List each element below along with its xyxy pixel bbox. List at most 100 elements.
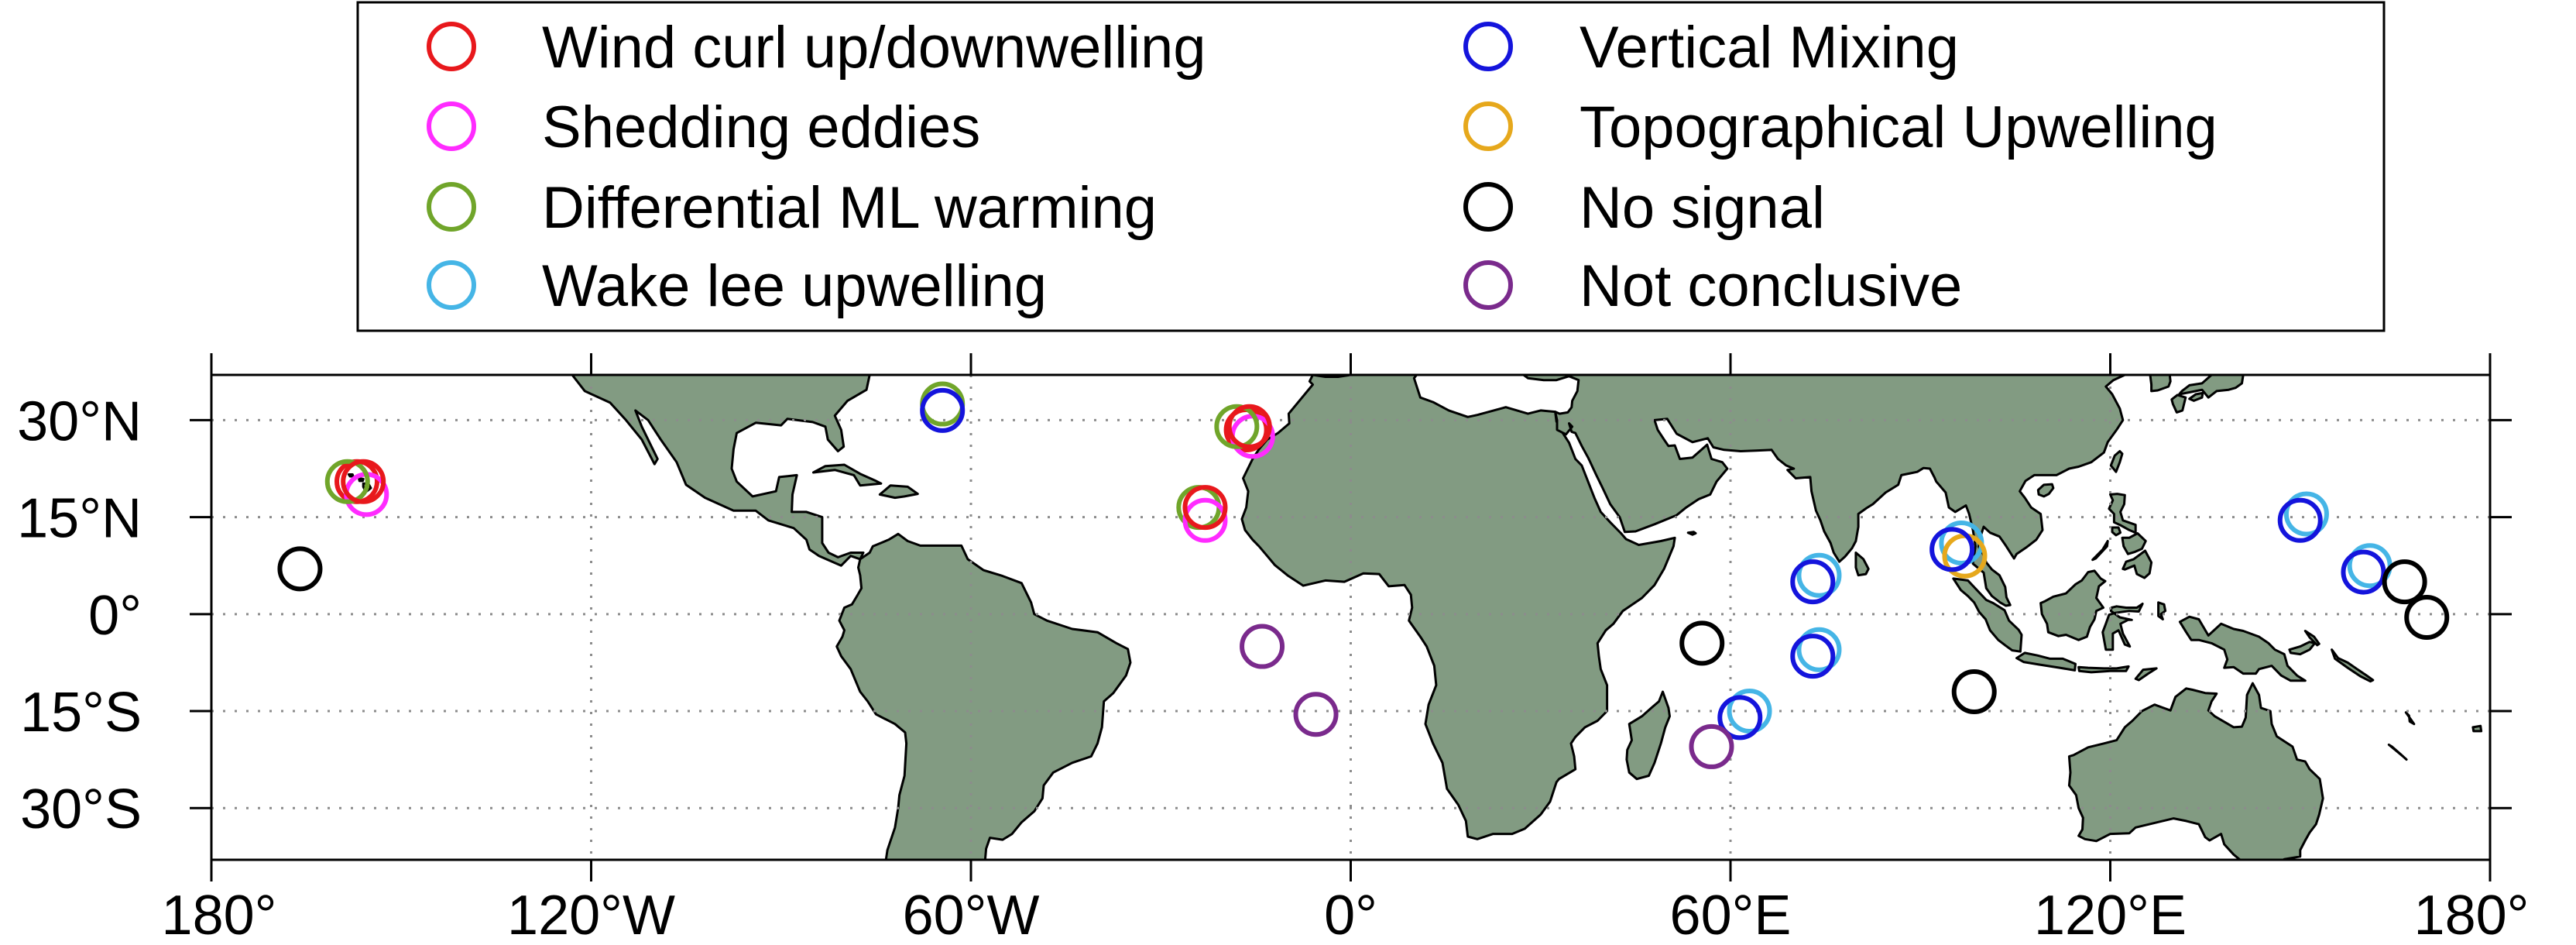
- site-marker: [1214, 404, 1260, 449]
- land-masses: [347, 375, 2483, 860]
- x-tick-label: 180°: [2414, 885, 2530, 945]
- x-tick-label: 120°W: [507, 885, 675, 945]
- site-marker: [1796, 627, 1842, 672]
- x-tick-label: 0°: [1324, 885, 1377, 945]
- site-marker: [2382, 559, 2427, 605]
- land-cuba: [811, 463, 883, 487]
- y-tick-label: 30°S: [20, 778, 142, 840]
- land-kyushu: [2170, 393, 2187, 414]
- legend-marker-icon: [427, 101, 476, 151]
- legend-entry: Not conclusive: [1463, 253, 1962, 319]
- land-solomons: [2331, 648, 2375, 683]
- site-marker: [1689, 723, 1734, 769]
- site-marker: [1796, 552, 1842, 598]
- site-marker: [2404, 595, 2450, 640]
- site-marker: [1717, 695, 1763, 741]
- land-hainan: [2036, 483, 2055, 498]
- land-honshu: [2178, 375, 2245, 399]
- legend-marker-icon: [427, 22, 476, 71]
- legend-marker-icon: [427, 182, 476, 232]
- site-marker: [1679, 620, 1725, 666]
- legend: Wind curl up/downwelling Shedding eddies D…: [356, 1, 2386, 332]
- site-marker: [341, 459, 386, 504]
- land-visayas: [2121, 532, 2147, 555]
- land-new-britain: [2288, 641, 2317, 656]
- land-borneo: [2039, 569, 2107, 641]
- legend-label: Shedding eddies: [542, 94, 980, 160]
- gridlines: [211, 375, 2490, 860]
- land-new-guinea: [2178, 615, 2307, 682]
- legend-label: Topographical Upwelling: [1580, 94, 2218, 160]
- site-marker: [1951, 668, 1997, 714]
- land-timor: [2134, 667, 2158, 682]
- land-sri-lanka: [1854, 552, 1870, 577]
- legend-entry: Wake lee upwelling: [427, 253, 1047, 319]
- legend-entry: Vertical Mixing: [1463, 15, 1959, 81]
- land-madagascar: [1625, 690, 1671, 781]
- axis-ticks: 180° 120°W 60°W 0° 60°E 120°E 180° 30°N 15°N 0° 15…: [17, 353, 2529, 945]
- legend-label: Differential ML warming: [542, 175, 1157, 241]
- site-marker: [2283, 491, 2329, 537]
- site-marker: [1240, 624, 1285, 669]
- land-luzon: [2108, 493, 2137, 534]
- legend-entry: Differential ML warming: [427, 175, 1157, 241]
- legend-entry: No signal: [1463, 175, 1825, 241]
- site-marker: [1182, 497, 1228, 543]
- site-marker: [1727, 689, 1772, 734]
- land-south-america: [835, 532, 1132, 860]
- land-new-ireland: [2303, 630, 2320, 647]
- land-eurasia: [1312, 375, 2126, 607]
- legend-marker-icon: [1463, 22, 1513, 71]
- land-socotra: [1686, 531, 1697, 536]
- x-tick-label: 120°E: [2034, 885, 2187, 945]
- land-hispaniola: [878, 484, 919, 500]
- land-mindoro: [2111, 526, 2122, 537]
- y-tick-label: 15°S: [20, 682, 142, 744]
- legend-entry: Topographical Upwelling: [1463, 94, 2218, 160]
- map: 180° 120°W 60°W 0° 60°E 120°E 180° 30°N 15°N 0° 15…: [17, 353, 2529, 945]
- land-halmahera: [2157, 601, 2167, 620]
- y-tick-label: 15°N: [17, 488, 142, 550]
- site-marker: [1929, 527, 1975, 572]
- legend-label: No signal: [1580, 175, 1825, 241]
- legend-label: Wake lee upwelling: [542, 253, 1047, 319]
- land-taiwan: [2109, 450, 2124, 473]
- site-marker: [2277, 497, 2323, 543]
- x-tick-label: 60°E: [1670, 885, 1792, 945]
- land-fiji: [2471, 724, 2483, 733]
- legend-entry: Shedding eddies: [427, 94, 980, 160]
- land-shikoku: [2188, 391, 2204, 402]
- site-marker: [1790, 559, 1836, 605]
- site-marker: [920, 387, 966, 433]
- legend-marker-icon: [1463, 182, 1513, 232]
- markers: [277, 381, 2450, 769]
- site-marker: [1293, 692, 1339, 737]
- legend-label: Wind curl up/downwelling: [542, 15, 1206, 81]
- land-vanuatu: [2404, 711, 2416, 726]
- legend-marker-icon: [1463, 101, 1513, 151]
- site-marker: [1182, 485, 1228, 531]
- land-hawaii-maui: [358, 477, 365, 483]
- site-marker: [277, 546, 323, 592]
- land-sumatra: [1952, 577, 2023, 653]
- legend-marker-icon: [427, 260, 476, 310]
- site-marker: [1790, 634, 1836, 679]
- site-marker: [324, 459, 370, 504]
- land-korea: [2149, 375, 2172, 393]
- legend-box: [356, 1, 2386, 332]
- y-tick-label: 0°: [88, 585, 142, 647]
- y-tick-label: 30°N: [17, 390, 142, 452]
- land-hawaii-oahu: [347, 473, 355, 478]
- legend-label: Not conclusive: [1580, 253, 1962, 319]
- legend-entry: Wind curl up/downwelling: [427, 15, 1206, 81]
- land-north-america: [527, 375, 871, 567]
- site-marker: [1226, 404, 1272, 449]
- land-australia: [2067, 682, 2324, 860]
- legend-label: Vertical Mixing: [1580, 15, 1959, 81]
- land-palawan: [2091, 540, 2109, 562]
- land-new-caledonia: [2387, 743, 2408, 761]
- land-java: [2015, 651, 2077, 672]
- land-mindanao: [2122, 549, 2153, 579]
- x-tick-label: 180°: [162, 885, 277, 945]
